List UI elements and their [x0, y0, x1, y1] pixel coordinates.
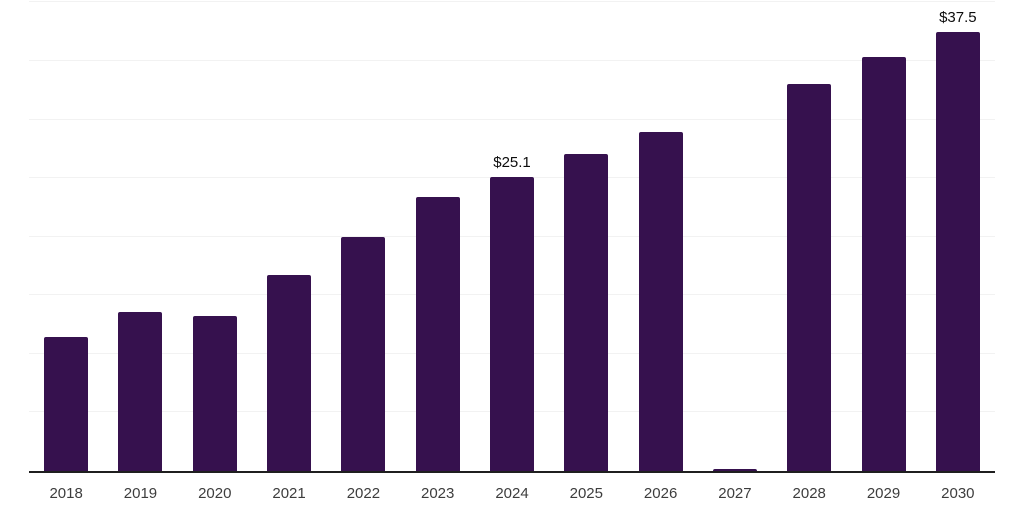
x-tick-label-2026: 2026 [643, 485, 678, 502]
data-label-2024: $25.1 [493, 153, 531, 171]
x-tick-label-2018: 2018 [49, 485, 83, 502]
bar-2022 [341, 236, 386, 471]
bar-2023 [415, 196, 460, 471]
data-label-2030: $37.5 [939, 8, 977, 26]
bar-2024 [490, 176, 534, 471]
bar-2018 [44, 337, 89, 471]
gridline [29, 1, 995, 3]
x-tick-label-2022: 2022 [346, 485, 381, 502]
bar-2027 [712, 468, 757, 471]
bar-2019 [118, 311, 163, 471]
bar-2028 [787, 84, 832, 471]
x-tick-label-2025: 2025 [569, 485, 603, 502]
x-tick-label-2019: 2019 [123, 485, 158, 502]
bar-2025 [564, 153, 609, 471]
gridline [29, 59, 995, 61]
x-tick-label-2028: 2028 [792, 485, 826, 502]
bar-2020 [192, 316, 237, 471]
bar-2021 [267, 275, 312, 471]
bar-2029 [861, 57, 906, 471]
x-tick-label-2021: 2021 [272, 485, 306, 502]
bar-2030 [935, 31, 980, 471]
x-tick-label-2020: 2020 [198, 485, 232, 502]
x-tick-label-2029: 2029 [866, 485, 901, 502]
plot-area: $25.1 $37.5 [29, 0, 995, 473]
x-tick-label-2027: 2027 [718, 485, 752, 502]
x-tick-label-2030: 2030 [941, 485, 975, 502]
x-tick-label-2023: 2023 [421, 485, 455, 502]
x-tick-label-2024: 2024 [495, 485, 529, 502]
gridline [29, 118, 995, 120]
bar-2026 [638, 132, 683, 471]
